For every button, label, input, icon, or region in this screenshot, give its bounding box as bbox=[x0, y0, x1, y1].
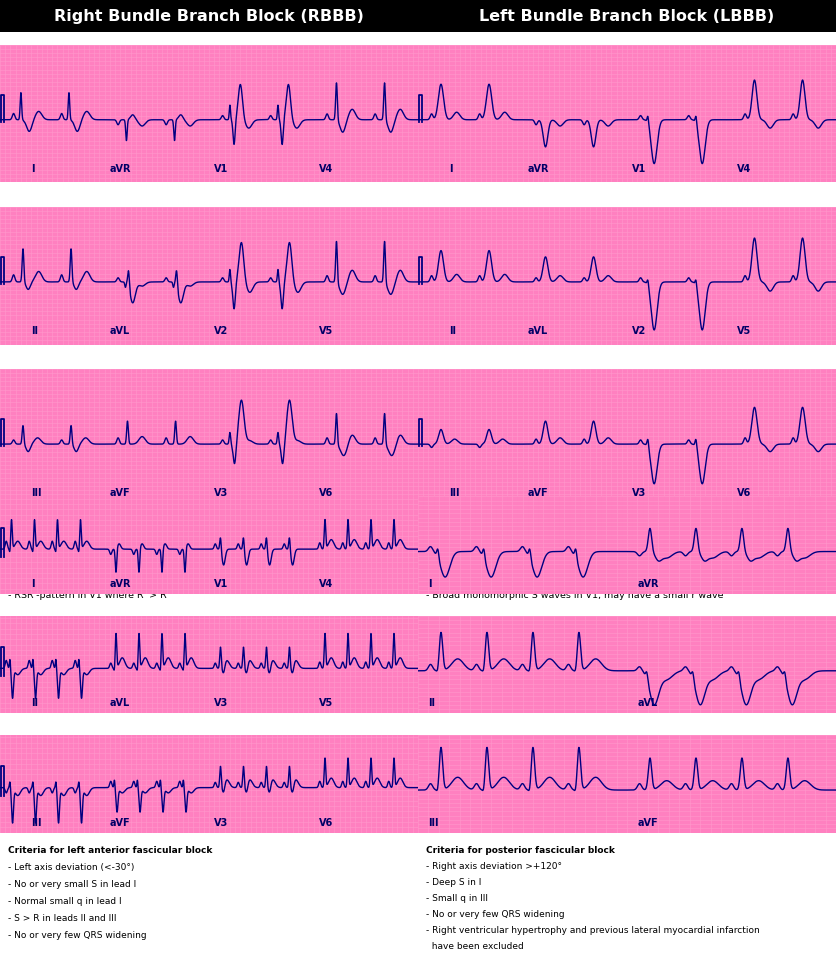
Text: - QRS >0.12 sec: - QRS >0.12 sec bbox=[8, 546, 86, 555]
Text: V4: V4 bbox=[319, 164, 333, 173]
Text: II: II bbox=[450, 326, 456, 335]
Text: Criteria for left anterior fascicular block: Criteria for left anterior fascicular bl… bbox=[8, 845, 212, 854]
Text: V6: V6 bbox=[737, 488, 751, 497]
Text: Left Bundle Branch Block (LBBB): Left Bundle Branch Block (LBBB) bbox=[479, 10, 775, 24]
Text: I: I bbox=[450, 164, 453, 173]
Text: Criteria for posterior fascicular block: Criteria for posterior fascicular block bbox=[426, 845, 615, 854]
Text: V3: V3 bbox=[214, 698, 228, 708]
Text: V3: V3 bbox=[214, 488, 228, 497]
Text: have been excluded: have been excluded bbox=[426, 941, 524, 950]
Text: aVF: aVF bbox=[110, 488, 130, 497]
Text: aVL: aVL bbox=[110, 698, 130, 708]
Text: aVR: aVR bbox=[110, 164, 131, 173]
Text: III: III bbox=[32, 817, 42, 827]
Text: - Small q in III: - Small q in III bbox=[426, 893, 488, 902]
Text: - Deep S in I: - Deep S in I bbox=[426, 877, 482, 886]
Text: - Slurred S wave in lead I and V6: - Slurred S wave in lead I and V6 bbox=[8, 568, 163, 577]
Text: aVF: aVF bbox=[528, 488, 548, 497]
Text: Criteria for left bundle branch block (LBBB): Criteria for left bundle branch block (L… bbox=[426, 524, 659, 533]
Text: aVL: aVL bbox=[110, 326, 130, 335]
Text: - Left axis deviation (<-30°): - Left axis deviation (<-30°) bbox=[8, 862, 135, 871]
Text: V6: V6 bbox=[319, 817, 333, 827]
Text: - Right axis deviation >+120°: - Right axis deviation >+120° bbox=[426, 862, 563, 870]
Text: aVR: aVR bbox=[528, 164, 549, 173]
Text: V5: V5 bbox=[319, 698, 333, 708]
Text: III: III bbox=[428, 817, 439, 827]
Text: II: II bbox=[428, 698, 436, 708]
Text: - Broad monomorphic R waves in I and V6 with no Q waves: - Broad monomorphic R waves in I and V6 … bbox=[426, 568, 707, 577]
Text: V4: V4 bbox=[737, 164, 751, 173]
Text: V1: V1 bbox=[214, 578, 228, 589]
Text: V2: V2 bbox=[632, 326, 646, 335]
Text: Left Posterior Fasicular Block (LPFB): Left Posterior Fasicular Block (LPFB) bbox=[461, 462, 793, 476]
Text: I: I bbox=[428, 578, 432, 589]
Text: - No or very few QRS widening: - No or very few QRS widening bbox=[426, 909, 565, 918]
Text: II: II bbox=[32, 326, 38, 335]
Text: aVR: aVR bbox=[110, 578, 131, 589]
Text: - QRS >0.12 sec: - QRS >0.12 sec bbox=[426, 546, 504, 555]
Text: V5: V5 bbox=[319, 326, 333, 335]
Text: I: I bbox=[32, 578, 35, 589]
Text: aVL: aVL bbox=[528, 326, 548, 335]
Text: III: III bbox=[450, 488, 460, 497]
Text: - No or very few QRS widening: - No or very few QRS widening bbox=[8, 930, 147, 940]
Text: aVL: aVL bbox=[638, 698, 658, 708]
Text: - Normal small q in lead I: - Normal small q in lead I bbox=[8, 896, 122, 905]
Text: Criteria for right bundle branch block (RBBB): Criteria for right bundle branch block (… bbox=[8, 524, 249, 533]
Text: I: I bbox=[32, 164, 35, 173]
Text: V3: V3 bbox=[214, 817, 228, 827]
Text: Left Anterior Fasicular Block (LAFB): Left Anterior Fasicular Block (LAFB) bbox=[47, 462, 371, 476]
Text: - RSR'-pattern in V1 where R' > R: - RSR'-pattern in V1 where R' > R bbox=[8, 590, 167, 598]
Text: aVR: aVR bbox=[638, 578, 659, 589]
Text: - Right ventricular hypertrophy and previous lateral myocardial infarction: - Right ventricular hypertrophy and prev… bbox=[426, 925, 760, 934]
Text: - No or very small S in lead I: - No or very small S in lead I bbox=[8, 880, 136, 888]
Text: aVF: aVF bbox=[638, 817, 658, 827]
Text: II: II bbox=[32, 698, 38, 708]
Text: V5: V5 bbox=[737, 326, 751, 335]
Text: V3: V3 bbox=[632, 488, 646, 497]
Text: V2: V2 bbox=[214, 326, 228, 335]
Text: V1: V1 bbox=[632, 164, 646, 173]
Text: aVF: aVF bbox=[110, 817, 130, 827]
Text: Right Bundle Branch Block (RBBB): Right Bundle Branch Block (RBBB) bbox=[54, 10, 364, 24]
Text: V4: V4 bbox=[319, 578, 333, 589]
Text: - Broad monomorphic S waves in V1, may have a small r wave: - Broad monomorphic S waves in V1, may h… bbox=[426, 590, 724, 598]
Text: III: III bbox=[32, 488, 42, 497]
Text: - S > R in leads II and III: - S > R in leads II and III bbox=[8, 913, 117, 923]
Text: V6: V6 bbox=[319, 488, 333, 497]
Text: V1: V1 bbox=[214, 164, 228, 173]
